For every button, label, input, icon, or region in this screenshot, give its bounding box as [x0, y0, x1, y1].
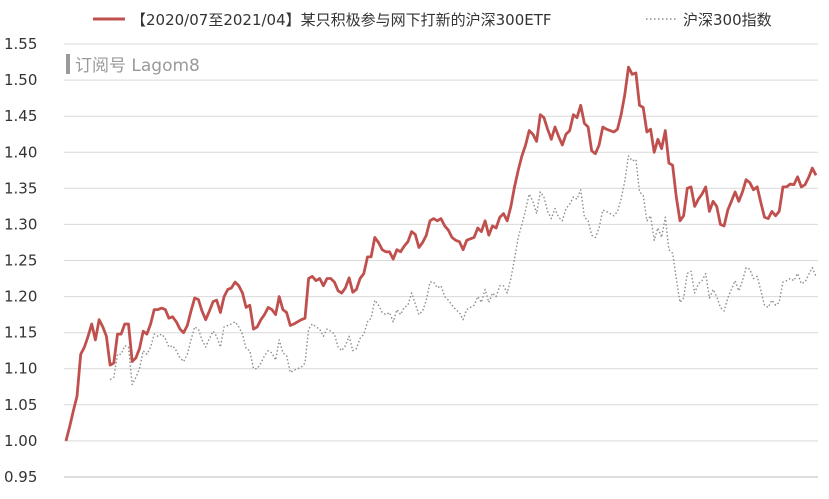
y-tick-label: 1.35 [4, 179, 37, 197]
y-tick-label: 1.55 [4, 35, 37, 53]
watermark-bar [66, 54, 70, 74]
y-tick-label: 1.10 [4, 360, 37, 378]
plot-area [64, 65, 818, 442]
y-tick-label: 1.05 [4, 396, 37, 414]
legend: 【2020/07至2021/04】某只积极参与网下打新的沪深300ETF 沪深3… [93, 11, 772, 29]
y-tick-label: 1.20 [4, 288, 37, 306]
y-tick-label: 1.40 [4, 143, 37, 161]
y-tick-label: 1.15 [4, 324, 37, 342]
y-tick-label: 1.25 [4, 252, 37, 270]
gridlines [64, 43, 818, 478]
y-tick-label: 0.95 [4, 468, 37, 486]
y-tick-label: 1.00 [4, 432, 37, 450]
watermark: 订阅号 Lagom8 [66, 54, 200, 76]
y-tick-label: 1.30 [4, 215, 37, 233]
series-line-csi300 [109, 155, 817, 386]
series-line-etf [64, 65, 818, 442]
y-axis: 0.95 1.00 1.05 1.10 1.15 1.20 1.25 1.30 1.35 1.40… [4, 35, 37, 486]
legend-label-etf: 【2020/07至2021/04】某只积极参与网下打新的沪深300ETF [131, 11, 552, 29]
legend-label-csi300: 沪深300指数 [683, 11, 772, 29]
y-tick-label: 1.50 [4, 71, 37, 89]
watermark-text: 订阅号 Lagom8 [75, 56, 200, 76]
y-tick-label: 1.45 [4, 107, 37, 125]
